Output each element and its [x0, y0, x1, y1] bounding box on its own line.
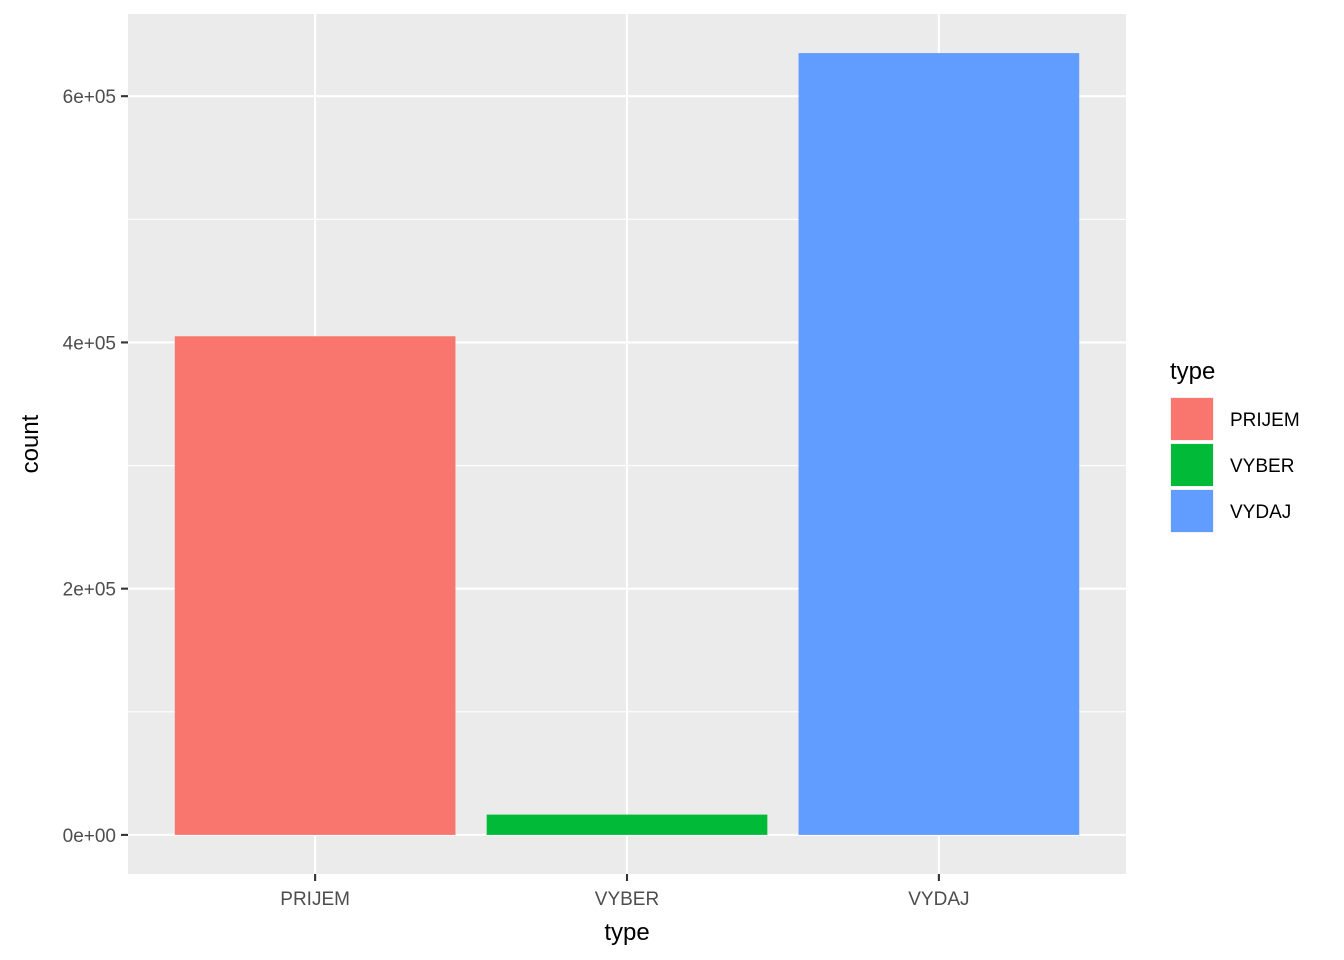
legend-swatch-vyber	[1171, 444, 1213, 486]
legend-swatch-vydaj	[1171, 490, 1213, 532]
legend-title: type	[1170, 358, 1215, 385]
legend-label-vyber: VYBER	[1230, 456, 1294, 477]
bar-prijem	[174, 336, 456, 835]
x-axis-title: type	[604, 919, 649, 946]
bar-vyber	[486, 814, 768, 835]
y-tick-label: 4e+05	[63, 333, 116, 354]
y-axis-title: count	[17, 414, 44, 473]
legend: type PRIJEM VYBER VYDAJ	[1170, 358, 1300, 533]
y-tick-label: 6e+05	[63, 87, 116, 108]
x-axis: PRIJEM VYBER VYDAJ	[280, 874, 970, 910]
x-tick-label: VYDAJ	[908, 889, 969, 910]
y-tick-label: 0e+00	[63, 826, 116, 847]
legend-label-vydaj: VYDAJ	[1230, 502, 1291, 523]
x-tick-label: PRIJEM	[280, 889, 350, 910]
x-tick-label: VYBER	[595, 889, 659, 910]
y-tick-label: 2e+05	[63, 580, 116, 601]
bars	[174, 53, 1080, 835]
legend-label-prijem: PRIJEM	[1230, 410, 1300, 431]
y-axis: 0e+00 2e+05 4e+05 6e+05	[63, 87, 128, 847]
legend-swatch-prijem	[1171, 398, 1213, 440]
bar-vydaj	[798, 53, 1080, 835]
